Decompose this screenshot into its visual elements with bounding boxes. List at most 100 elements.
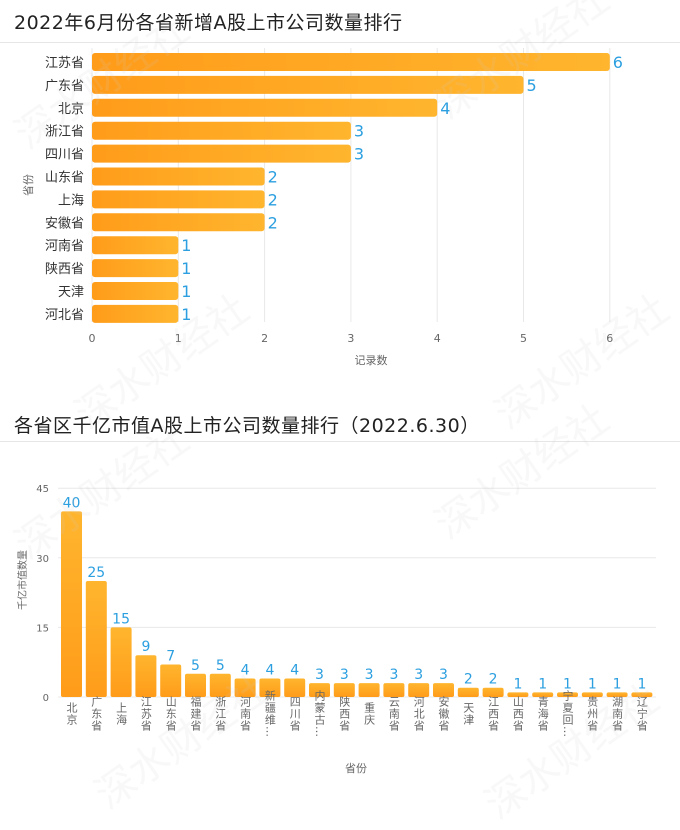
bar	[482, 687, 504, 697]
bar	[581, 692, 603, 697]
bar	[333, 683, 355, 697]
bar	[457, 687, 479, 697]
bar	[185, 673, 206, 697]
y-tick-label: 30	[36, 554, 49, 565]
bar	[259, 678, 281, 697]
bar	[532, 692, 554, 697]
x-category-label: 四川省	[288, 696, 301, 732]
data-label: 1	[181, 282, 191, 301]
bar	[631, 692, 653, 697]
x-tick-label: 1	[175, 332, 182, 345]
data-label: 1	[513, 676, 522, 692]
x-category-label: 重庆	[363, 701, 376, 726]
x-category-label: 云南省	[387, 696, 400, 732]
y-tick-label: 15	[36, 623, 49, 634]
x-category-label: 天津	[462, 702, 475, 726]
x-tick-label: 0	[89, 332, 96, 345]
bar	[92, 190, 265, 209]
y-category-label: 江苏省	[45, 55, 84, 71]
data-label: 15	[112, 611, 130, 627]
bar	[606, 692, 628, 697]
bar	[92, 121, 351, 140]
chart2-divider	[0, 441, 680, 442]
bar	[557, 692, 578, 697]
data-label: 1	[181, 305, 191, 324]
x-category-label: 辽宁省	[635, 696, 648, 732]
chart1-divider	[0, 42, 680, 43]
y-axis-title: 千亿市值数量	[16, 550, 29, 610]
bar	[92, 259, 179, 278]
x-category-label: 福建省	[189, 695, 202, 732]
bar	[110, 627, 132, 697]
data-label: 4	[440, 99, 450, 118]
data-label: 5	[216, 658, 225, 674]
x-tick-label: 4	[434, 332, 441, 345]
bar	[92, 98, 438, 117]
data-label: 4	[265, 662, 274, 678]
x-tick-label: 3	[347, 332, 354, 345]
bar	[92, 282, 179, 300]
data-label: 40	[63, 495, 81, 511]
bar	[209, 673, 231, 697]
data-label: 25	[87, 565, 105, 581]
x-tick-label: 6	[606, 332, 613, 345]
x-category-label: 山西省	[511, 696, 524, 732]
data-label: 2	[489, 672, 498, 688]
y-axis-title: 省份	[22, 174, 35, 196]
x-category-label: 河北省	[412, 696, 425, 732]
y-category-label: 广东省	[45, 79, 84, 94]
bar	[92, 304, 179, 323]
bar	[92, 236, 179, 255]
y-category-label: 北京	[58, 102, 84, 117]
x-category-label: 浙江省	[214, 696, 227, 732]
y-category-label: 四川省	[45, 148, 84, 163]
data-label: 2	[268, 190, 278, 209]
bar	[92, 167, 265, 186]
data-label: 2	[268, 213, 278, 232]
x-axis-title: 记录数	[355, 354, 388, 367]
x-category-label: 江苏省	[139, 696, 152, 732]
data-label: 1	[588, 676, 597, 692]
bar	[358, 683, 380, 697]
data-label: 7	[166, 649, 175, 665]
x-category-label: 湖南省	[611, 696, 624, 732]
data-label: 1	[563, 676, 572, 692]
bar	[92, 53, 610, 71]
bar	[383, 683, 405, 697]
data-label: 6	[613, 53, 623, 72]
x-tick-label: 2	[261, 332, 268, 345]
x-category-label: 河南省	[239, 696, 252, 732]
x-category-label: 贵州省	[586, 696, 599, 732]
y-category-label: 安徽省	[45, 216, 84, 231]
x-category-label: 山东省	[164, 696, 177, 732]
chart1-svg: 0 1 2 3 4 5 6 江苏省 6 广东省 5 北京 4 浙江省 3 四川省 3 山东省 2 上海 2 安徽省 2 河南省…	[22, 48, 623, 367]
y-category-label: 上海	[58, 193, 84, 208]
y-category-label: 河北省	[45, 308, 84, 323]
y-category-label: 陕西省	[45, 262, 84, 277]
data-label: 4	[290, 662, 299, 678]
data-label: 3	[315, 667, 324, 683]
bar	[92, 75, 524, 94]
bar	[135, 655, 157, 697]
x-category-label: 广东省	[90, 696, 103, 732]
bar	[309, 683, 330, 697]
data-label: 3	[414, 667, 423, 683]
bar	[92, 213, 265, 232]
data-label: 3	[354, 122, 364, 141]
data-label: 2	[464, 672, 473, 688]
chart2-title: 各省区千亿市值A股上市公司数量排行（2022.6.30）	[14, 415, 480, 437]
data-label: 5	[191, 658, 200, 674]
y-category-label: 浙江省	[45, 125, 84, 140]
data-label: 1	[181, 236, 191, 255]
chart1-title: 2022年6月份各省新增A股上市公司数量排行	[14, 12, 403, 34]
data-label: 1	[538, 676, 547, 692]
data-label: 3	[389, 667, 398, 683]
x-category-label: 内蒙古…	[313, 689, 326, 738]
data-label: 1	[613, 676, 622, 692]
x-category-label: 上海	[115, 702, 128, 726]
y-category-label: 天津	[58, 285, 84, 300]
bar	[160, 664, 182, 697]
bar	[507, 692, 529, 697]
x-category-label: 宁夏回…	[561, 689, 574, 738]
bar	[234, 678, 256, 697]
